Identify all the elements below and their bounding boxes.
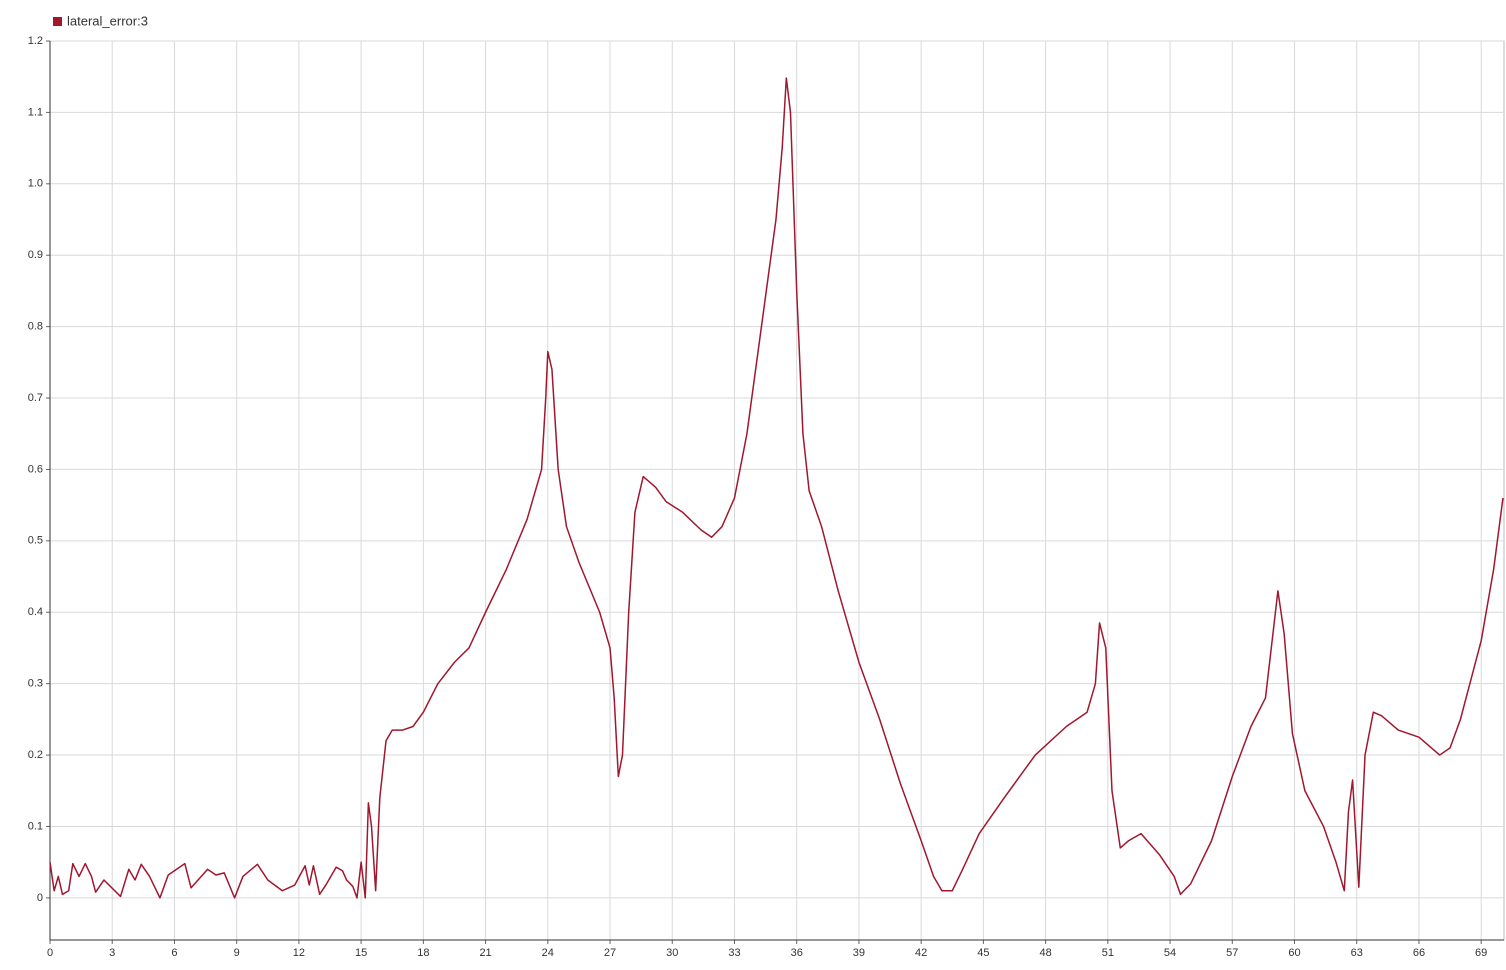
x-tick-label: 66 (1413, 947, 1425, 959)
x-tick-label: 6 (171, 947, 177, 959)
x-tick-label: 0 (47, 947, 53, 959)
y-tick-label: 1.2 (28, 35, 43, 47)
legend-swatch (53, 17, 62, 26)
y-tick-label: 0.5 (28, 535, 43, 547)
x-tick-label: 18 (417, 947, 429, 959)
y-tick-label: 0.7 (28, 392, 43, 404)
x-tick-label: 45 (977, 947, 989, 959)
legend-label: lateral_error:3 (67, 13, 148, 28)
x-tick-label: 57 (1226, 947, 1238, 959)
x-tick-label: 36 (791, 947, 803, 959)
x-tick-label: 30 (666, 947, 678, 959)
x-tick-label: 12 (293, 947, 305, 959)
x-tick-label: 60 (1288, 947, 1300, 959)
x-tick-label: 69 (1475, 947, 1487, 959)
y-tick-label: 0.9 (28, 249, 43, 261)
x-tick-label: 24 (542, 947, 554, 959)
y-tick-label: 0.2 (28, 749, 43, 761)
y-tick-label: 1.1 (28, 106, 43, 118)
y-tick-label: 0.6 (28, 463, 43, 475)
y-tick-label: 0.1 (28, 820, 43, 832)
x-tick-label: 33 (728, 947, 740, 959)
y-tick-label: 0.3 (28, 678, 43, 690)
y-tick-label: 0 (37, 892, 43, 904)
x-tick-label: 3 (109, 947, 115, 959)
data-line (49, 77, 1504, 899)
x-tick-label: 42 (915, 947, 927, 959)
y-tick-label: 0.8 (28, 321, 43, 333)
x-tick-label: 39 (853, 947, 865, 959)
plot-area (49, 40, 1505, 941)
y-tick-label: 0.4 (28, 606, 43, 618)
x-tick-label: 51 (1102, 947, 1114, 959)
x-tick-label: 9 (234, 947, 240, 959)
x-tick-label: 48 (1039, 947, 1051, 959)
x-tick-label: 27 (604, 947, 616, 959)
x-tick-label: 63 (1351, 947, 1363, 959)
y-tick-label: 1.0 (28, 178, 43, 190)
x-tick-label: 54 (1164, 947, 1176, 959)
x-tick-label: 21 (479, 947, 491, 959)
x-tick-label: 15 (355, 947, 367, 959)
